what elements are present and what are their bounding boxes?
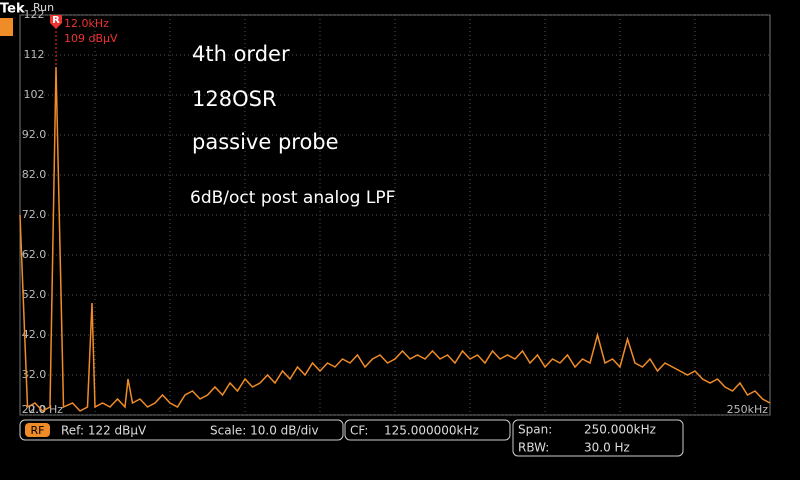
marker-flag xyxy=(50,15,62,29)
annotation: 6dB/oct post analog LPF xyxy=(190,188,395,208)
span-value: 250.000kHz xyxy=(584,423,656,437)
x-tick-label: 250kHz xyxy=(727,403,769,416)
rbw-value: 30.0 Hz xyxy=(584,441,630,455)
y-tick-label: 32.0 xyxy=(22,368,47,381)
marker-y: 109 dBµV xyxy=(64,32,118,45)
marker-label: R xyxy=(52,15,60,26)
scale: Scale: 10.0 dB/div xyxy=(210,424,319,438)
spectrum-trace xyxy=(19,66,771,412)
y-tick-label: 82.0 xyxy=(22,168,47,181)
ref-box xyxy=(19,419,344,441)
y-tick-label: 112 xyxy=(24,48,45,61)
marker-x: 12.0kHz xyxy=(64,17,109,30)
cf-box xyxy=(344,419,511,441)
y-tick-label: 72.0 xyxy=(22,208,47,221)
trigger-icon xyxy=(0,18,13,36)
rbw-label: RBW: xyxy=(518,441,549,455)
brand: Tek xyxy=(0,2,25,17)
annotation: 4th order xyxy=(192,42,290,66)
y-tick-label: 102 xyxy=(24,88,45,101)
ref-level: Ref: 122 dBµV xyxy=(61,424,147,438)
run-state: Run xyxy=(33,1,54,14)
plot: 22.032.042.052.062.072.082.092.010211212… xyxy=(19,8,771,416)
y-tick-label: 52.0 xyxy=(22,288,47,301)
rf-badge xyxy=(25,423,50,437)
cf-value: 125.000000kHz xyxy=(384,424,479,438)
y-tick-label: 42.0 xyxy=(22,328,47,341)
y-tick-label: 122 xyxy=(24,8,45,21)
channel: RF xyxy=(31,424,45,437)
span-box xyxy=(512,419,684,457)
y-tick-label: 62.0 xyxy=(22,248,47,261)
annotation: 128OSR xyxy=(192,87,277,111)
y-tick-label: 92.0 xyxy=(22,128,47,141)
cf-label: CF: xyxy=(350,424,368,438)
span-label: Span: xyxy=(518,423,552,437)
annotation: passive probe xyxy=(192,130,339,154)
